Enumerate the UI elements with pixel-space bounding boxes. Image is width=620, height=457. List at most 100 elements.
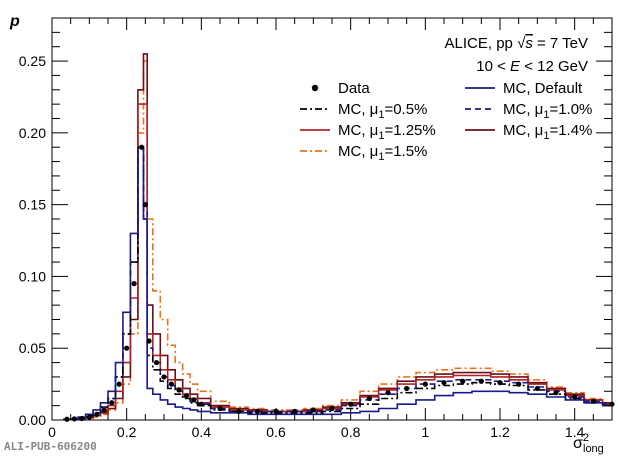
data-point bbox=[161, 374, 167, 380]
annotation-1-prefix: ALICE, pp bbox=[445, 35, 518, 52]
x-axis-label-sup: 2 bbox=[583, 432, 589, 444]
x-tick-label: 1.4 bbox=[565, 424, 585, 440]
data-point bbox=[101, 407, 107, 413]
data-point bbox=[71, 416, 77, 422]
legend-label-prefix: MC, μ bbox=[338, 143, 378, 160]
y-tick-label: 0.05 bbox=[19, 340, 46, 356]
x-tick-label: 1.2 bbox=[490, 424, 510, 440]
legend-marker bbox=[311, 84, 319, 92]
data-point bbox=[441, 380, 447, 386]
data-point bbox=[176, 387, 182, 393]
legend-label-suffix: =1.25% bbox=[384, 122, 435, 139]
series-layer bbox=[63, 53, 615, 422]
y-tick-label: 0.20 bbox=[19, 125, 46, 141]
data-point bbox=[348, 401, 354, 407]
series-line bbox=[63, 146, 612, 421]
annotation-2-prefix: 10 < bbox=[476, 58, 510, 75]
data-point bbox=[139, 144, 145, 150]
data-point bbox=[329, 405, 335, 412]
y-tick-label: 0.00 bbox=[19, 412, 46, 428]
y-tick-label: 0.15 bbox=[19, 197, 46, 213]
legend-label-sub: 1 bbox=[378, 130, 384, 142]
annotation-1-sqrt: √ bbox=[517, 35, 526, 52]
legend-label-suffix: =1.4% bbox=[549, 122, 592, 139]
data-point bbox=[142, 202, 148, 208]
legend-label: Data bbox=[338, 80, 370, 97]
annotation-line-1: ALICE, pp √s = 7 TeV bbox=[445, 35, 588, 52]
plot-frame bbox=[51, 17, 613, 421]
x-tick-label: 0.8 bbox=[341, 424, 361, 440]
legend-label-sub: 1 bbox=[378, 151, 384, 163]
data-point bbox=[385, 390, 391, 396]
data-point bbox=[292, 408, 298, 414]
legend-label: MC, μ1=0.5% bbox=[338, 101, 427, 121]
data-point bbox=[422, 381, 428, 387]
series-line bbox=[63, 146, 612, 421]
data-point bbox=[183, 392, 189, 399]
x-tick-label: 0.6 bbox=[266, 424, 286, 440]
annotation-line-2: 10 < E < 12 GeV bbox=[476, 58, 588, 75]
data-point bbox=[478, 378, 484, 384]
data-point bbox=[146, 338, 152, 344]
data-point bbox=[516, 381, 522, 387]
annotation-2-suffix: < 12 GeV bbox=[520, 58, 588, 75]
series-line bbox=[63, 146, 612, 421]
data-point bbox=[460, 378, 466, 384]
legend-label-prefix: MC, μ bbox=[503, 122, 543, 139]
data-point bbox=[404, 385, 410, 392]
legend-label-suffix: =0.5% bbox=[384, 101, 427, 118]
x-tick-label: 0.2 bbox=[117, 424, 137, 440]
legend-label-sub: 1 bbox=[543, 109, 549, 121]
legend-label: MC, μ1=1.25% bbox=[338, 122, 436, 142]
watermark: ALI-PUB-606200 bbox=[4, 440, 97, 453]
annotation-1-s: s bbox=[525, 35, 533, 52]
data-point bbox=[131, 281, 137, 287]
data-point bbox=[590, 398, 596, 404]
x-axis-label-sub: long bbox=[583, 443, 604, 455]
data-point bbox=[534, 385, 540, 392]
data-point bbox=[310, 407, 316, 413]
data-point bbox=[217, 405, 223, 412]
data-point bbox=[366, 395, 372, 402]
legend-label-prefix: MC, μ bbox=[503, 101, 543, 118]
annotation-2-var: E bbox=[510, 58, 521, 75]
x-tick-label: 0.4 bbox=[192, 424, 212, 440]
data-point bbox=[553, 390, 559, 396]
x-axis-label-main: σ bbox=[573, 435, 583, 452]
x-tick-label: 0 bbox=[48, 424, 56, 440]
data-point bbox=[116, 381, 122, 387]
legend-label-suffix: =1.0% bbox=[549, 101, 592, 118]
data-point bbox=[497, 380, 503, 386]
annotation-1-suffix: = 7 TeV bbox=[533, 35, 588, 52]
y-tick-label: 0.25 bbox=[19, 53, 46, 69]
data-point bbox=[79, 415, 85, 422]
data-point bbox=[572, 394, 578, 400]
legend-label-prefix: Data bbox=[338, 80, 370, 97]
axes-layer: 0 0.2 0.4 0.6 0.8 1 1.2 1.4 0.00 0.05 0.10 0.15 0.20… bbox=[19, 18, 612, 440]
legend-label-sub: 1 bbox=[543, 130, 549, 142]
data-point bbox=[198, 401, 204, 407]
data-point bbox=[191, 397, 197, 403]
y-axis-label: p bbox=[9, 13, 20, 30]
data-point bbox=[168, 381, 175, 387]
data-point bbox=[254, 408, 260, 414]
data-point bbox=[109, 400, 115, 406]
legend-label-prefix: MC, μ bbox=[338, 101, 378, 118]
legend-label: MC, μ1=1.5% bbox=[338, 143, 427, 163]
legend-label-prefix: MC, Default bbox=[503, 80, 583, 97]
legend-label-prefix: MC, μ bbox=[338, 122, 378, 139]
data-point bbox=[236, 408, 242, 414]
data-point bbox=[153, 359, 160, 366]
y-tick-label: 0.10 bbox=[19, 268, 46, 284]
data-point bbox=[124, 345, 130, 351]
x-tick-label: 1 bbox=[421, 424, 429, 440]
x-axis-label: σ2 long bbox=[573, 432, 604, 455]
legend-label: MC, μ1=1.4% bbox=[503, 122, 592, 142]
legend-label: MC, Default bbox=[503, 80, 583, 97]
data-point bbox=[64, 416, 70, 422]
legend-label-suffix: =1.5% bbox=[384, 143, 427, 160]
legend-label: MC, μ1=1.0% bbox=[503, 101, 592, 121]
data-point bbox=[94, 411, 100, 417]
